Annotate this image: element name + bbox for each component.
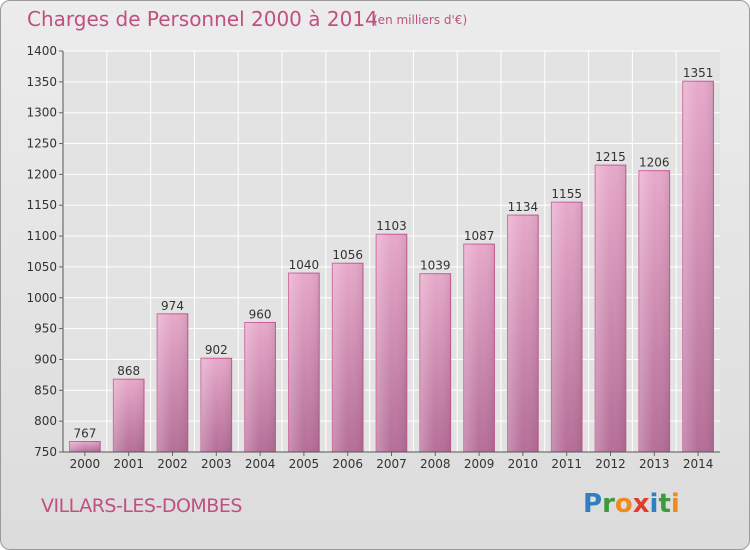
x-tick-label: 2007 bbox=[376, 457, 407, 471]
x-tick-label: 2001 bbox=[113, 457, 144, 471]
x-tick-label: 2004 bbox=[245, 457, 276, 471]
data-label: 1087 bbox=[464, 229, 495, 243]
logo-letter: P bbox=[583, 489, 603, 519]
bar-shade bbox=[638, 170, 670, 452]
x-tick-label: 2000 bbox=[70, 457, 101, 471]
city-name: VILLARS-LES-DOMBES bbox=[41, 495, 242, 517]
bar-shade bbox=[288, 273, 320, 452]
y-tick-label: 900 bbox=[34, 352, 57, 366]
labels: 750 800 850 900 950 1000 1050 1100 1150 1200 1250 1… bbox=[26, 44, 713, 471]
data-label: 1040 bbox=[289, 258, 320, 272]
x-tick-label: 2006 bbox=[332, 457, 363, 471]
y-tick-label: 1100 bbox=[26, 229, 57, 243]
bar-shade bbox=[376, 234, 407, 452]
bar-shade bbox=[200, 358, 232, 452]
data-label: 1155 bbox=[551, 187, 582, 201]
data-label: 974 bbox=[161, 299, 184, 313]
data-label: 902 bbox=[205, 343, 228, 357]
data-label: 767 bbox=[73, 427, 96, 441]
x-tick-label: 2009 bbox=[464, 457, 495, 471]
bar-shade bbox=[507, 215, 539, 452]
axes bbox=[59, 50, 720, 456]
y-tick-label: 1250 bbox=[26, 137, 57, 151]
y-tick-label: 1050 bbox=[26, 260, 57, 274]
y-tick-label: 1000 bbox=[26, 291, 57, 305]
y-tick-label: 1200 bbox=[26, 167, 57, 181]
bar-shade bbox=[551, 202, 583, 452]
bar-shade bbox=[682, 81, 714, 452]
bar-shade bbox=[419, 273, 451, 452]
x-tick-label: 2010 bbox=[508, 457, 539, 471]
logo-letter: o bbox=[614, 489, 633, 519]
y-tick-label: 950 bbox=[34, 322, 57, 336]
x-tick-label: 2002 bbox=[157, 457, 188, 471]
chart-subtitle: (en milliers d'€) bbox=[373, 13, 468, 27]
logo-letter: i bbox=[649, 489, 659, 519]
x-tick-label: 2013 bbox=[639, 457, 670, 471]
logo-letter: t bbox=[658, 489, 671, 519]
bars bbox=[69, 80, 714, 453]
data-label: 1039 bbox=[420, 259, 451, 273]
bar-shade bbox=[332, 263, 364, 452]
y-tick-label: 1300 bbox=[26, 106, 57, 120]
logo-letter: r bbox=[602, 489, 615, 519]
y-tick-label: 1400 bbox=[26, 44, 57, 58]
data-label: 1103 bbox=[376, 219, 407, 233]
x-tick-label: 2012 bbox=[595, 457, 626, 471]
x-tick-label: 2011 bbox=[551, 457, 582, 471]
data-label: 1134 bbox=[508, 200, 539, 214]
y-tick-label: 750 bbox=[34, 445, 57, 459]
data-label: 1056 bbox=[332, 248, 363, 262]
bar-shade bbox=[157, 313, 188, 452]
y-tick-label: 1350 bbox=[26, 75, 57, 89]
proxiti-logo: Proxiti bbox=[583, 489, 680, 519]
bar-shade bbox=[244, 322, 276, 452]
bar-shade bbox=[463, 244, 495, 452]
x-tick-label: 2003 bbox=[201, 457, 232, 471]
bar-shade bbox=[113, 379, 145, 452]
data-label: 868 bbox=[117, 364, 140, 378]
logo-letter: i bbox=[670, 489, 680, 519]
chart-title: Charges de Personnel 2000 à 2014 bbox=[27, 7, 378, 31]
y-tick-label: 800 bbox=[34, 414, 57, 428]
bar-shade bbox=[595, 165, 626, 452]
data-label: 1206 bbox=[639, 156, 670, 170]
x-tick-label: 2008 bbox=[420, 457, 451, 471]
data-label: 1215 bbox=[595, 150, 626, 164]
x-tick-label: 2014 bbox=[683, 457, 714, 471]
logo-letter: x bbox=[632, 489, 650, 519]
data-label: 960 bbox=[249, 307, 272, 321]
data-label: 1351 bbox=[683, 66, 714, 80]
bar-shade bbox=[69, 441, 101, 452]
y-tick-label: 850 bbox=[34, 383, 57, 397]
x-tick-label: 2005 bbox=[289, 457, 320, 471]
y-tick-label: 1150 bbox=[26, 198, 57, 212]
